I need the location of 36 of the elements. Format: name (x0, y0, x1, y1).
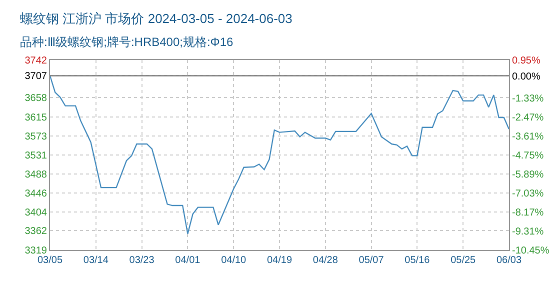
y-tick-label: 3404 (24, 207, 48, 218)
x-tick-label: 03/23 (129, 255, 155, 266)
x-tick-label: 04/10 (221, 255, 247, 266)
y-tick-label: 3615 (24, 112, 48, 124)
y-tick-label: 3707 (24, 71, 48, 82)
y-tick-label: 3488 (24, 170, 48, 181)
y2-tick-label: -1.33% (512, 94, 544, 104)
x-tick-label: 05/25 (450, 255, 476, 266)
y-tick-label: 3573 (24, 131, 48, 142)
y-tick-label: 3742 (24, 56, 48, 66)
y2-tick-label: -9.31% (512, 226, 544, 238)
x-tick-label: 05/16 (404, 255, 430, 266)
y2-tick-label: -7.03% (512, 188, 544, 200)
y2-tick-label: -8.17% (512, 208, 544, 218)
y2-tick-label: -3.61% (512, 132, 544, 142)
x-tick-label: 03/05 (37, 255, 63, 266)
y-tick-label: 3446 (24, 188, 48, 200)
y-tick-label: 3658 (24, 93, 48, 104)
chart-title: 螺纹钢 江浙沪 市场价 2024-03-05 - 2024-06-03 (20, 11, 292, 26)
x-tick-label: 04/01 (175, 255, 201, 266)
y2-tick-label: -10.45% (512, 246, 550, 256)
y-tick-label: 3362 (24, 226, 48, 238)
y2-tick-label: 0.00% (512, 71, 540, 82)
x-tick-label: 04/28 (312, 255, 338, 266)
line-series (50, 75, 509, 234)
y2-tick-label: 0.95% (512, 56, 540, 66)
y2-tick-label: -2.47% (512, 112, 544, 124)
x-tick-label: 03/14 (83, 255, 109, 266)
x-tick-label: 05/07 (358, 255, 384, 266)
y2-tick-label: -5.89% (512, 170, 544, 180)
x-tick-label: 04/19 (266, 255, 292, 266)
chart-subtitle: 品种:Ⅲ级螺纹钢;牌号:HRB400;规格:Φ16 (20, 35, 234, 49)
y2-tick-label: -4.75% (512, 150, 544, 162)
x-tick-label: 06/03 (496, 255, 522, 266)
y-tick-label: 3531 (24, 150, 48, 162)
y-tick-label: 3319 (24, 246, 48, 256)
